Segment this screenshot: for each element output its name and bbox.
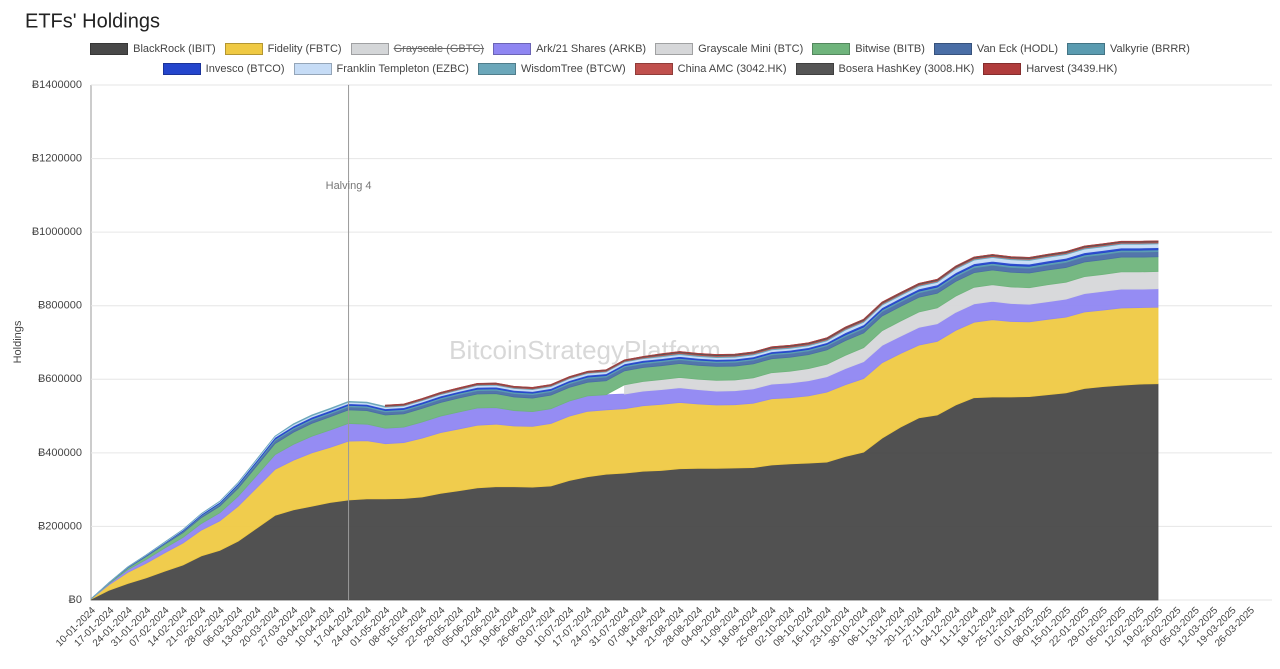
legend-swatch xyxy=(90,43,129,55)
legend-item[interactable]: Van Eck (HODL) xyxy=(933,43,1059,55)
legend-item[interactable]: Invesco (BTCO) xyxy=(162,63,285,75)
legend-item[interactable]: Harvest (3439.HK) xyxy=(983,63,1117,75)
legend-label: Fidelity (FBTC) xyxy=(267,43,342,55)
y-tick-label: Ƀ1200000 xyxy=(32,152,82,164)
legend-label: Ark/21 Shares (ARKB) xyxy=(536,43,647,55)
y-tick-label: Ƀ1000000 xyxy=(32,226,82,238)
legend-swatch xyxy=(983,63,1022,75)
legend-swatch xyxy=(655,43,694,55)
legend-item[interactable]: Bitwise (BITB) xyxy=(812,43,925,55)
legend-swatch xyxy=(634,63,673,75)
legend-item[interactable]: Grayscale Mini (BTC) xyxy=(655,43,803,55)
legend-item[interactable]: WisdomTree (BTCW) xyxy=(477,63,626,75)
legend-label: Van Eck (HODL) xyxy=(976,43,1059,55)
legend-swatch xyxy=(1067,43,1106,55)
legend-label: Bosera HashKey (3008.HK) xyxy=(838,63,975,75)
legend-item[interactable]: BlackRock (IBIT) xyxy=(90,43,216,55)
y-axis-title: Holdings xyxy=(12,320,24,363)
area xyxy=(384,240,1159,406)
legend-swatch xyxy=(293,63,332,75)
legend-swatch xyxy=(795,63,834,75)
chart-title: ETFs' Holdings xyxy=(25,10,160,32)
y-tick-label: Ƀ400000 xyxy=(38,447,82,459)
legend-swatch xyxy=(933,43,972,55)
legend-label: Franklin Templeton (EZBC) xyxy=(336,63,469,75)
y-tick-label: Ƀ1400000 xyxy=(32,79,82,91)
y-tick-label: Ƀ600000 xyxy=(38,373,82,385)
legend-swatch xyxy=(477,63,516,75)
legend-label: China AMC (3042.HK) xyxy=(677,63,787,75)
legend-label: Grayscale Mini (BTC) xyxy=(698,43,804,55)
legend-item[interactable]: Franklin Templeton (EZBC) xyxy=(293,63,469,75)
legend-swatch xyxy=(493,43,532,55)
legend-label: Invesco (BTCO) xyxy=(205,63,285,75)
legend-swatch xyxy=(162,63,201,75)
legend-label: BlackRock (IBIT) xyxy=(133,43,216,55)
legend-item[interactable]: China AMC (3042.HK) xyxy=(634,63,787,75)
y-tick-label: Ƀ800000 xyxy=(38,300,82,312)
legend-swatch xyxy=(224,43,263,55)
legend-label: Valkyrie (BRRR) xyxy=(1110,43,1190,55)
legend-label: WisdomTree (BTCW) xyxy=(520,63,626,75)
legend-label: Bitwise (BITB) xyxy=(855,43,925,55)
legend-item[interactable]: Bosera HashKey (3008.HK) xyxy=(795,63,975,75)
legend-item[interactable]: Grayscale (GBTC) xyxy=(350,43,485,55)
legend-swatch xyxy=(812,43,851,55)
legend: BlackRock (IBIT) Fidelity (FBTC) Grayscale… xyxy=(40,43,1240,75)
y-tick-label: Ƀ0 xyxy=(69,594,82,606)
legend-label: Harvest (3439.HK) xyxy=(1026,63,1118,75)
legend-swatch xyxy=(350,43,389,55)
y-tick-label: Ƀ200000 xyxy=(38,520,82,532)
annotation-label: Halving 4 xyxy=(326,180,372,192)
legend-label: Grayscale (GBTC) xyxy=(393,43,485,55)
legend-item[interactable]: Ark/21 Shares (ARKB) xyxy=(493,43,646,55)
legend-item[interactable]: Valkyrie (BRRR) xyxy=(1067,43,1190,55)
legend-item[interactable]: Fidelity (FBTC) xyxy=(224,43,342,55)
